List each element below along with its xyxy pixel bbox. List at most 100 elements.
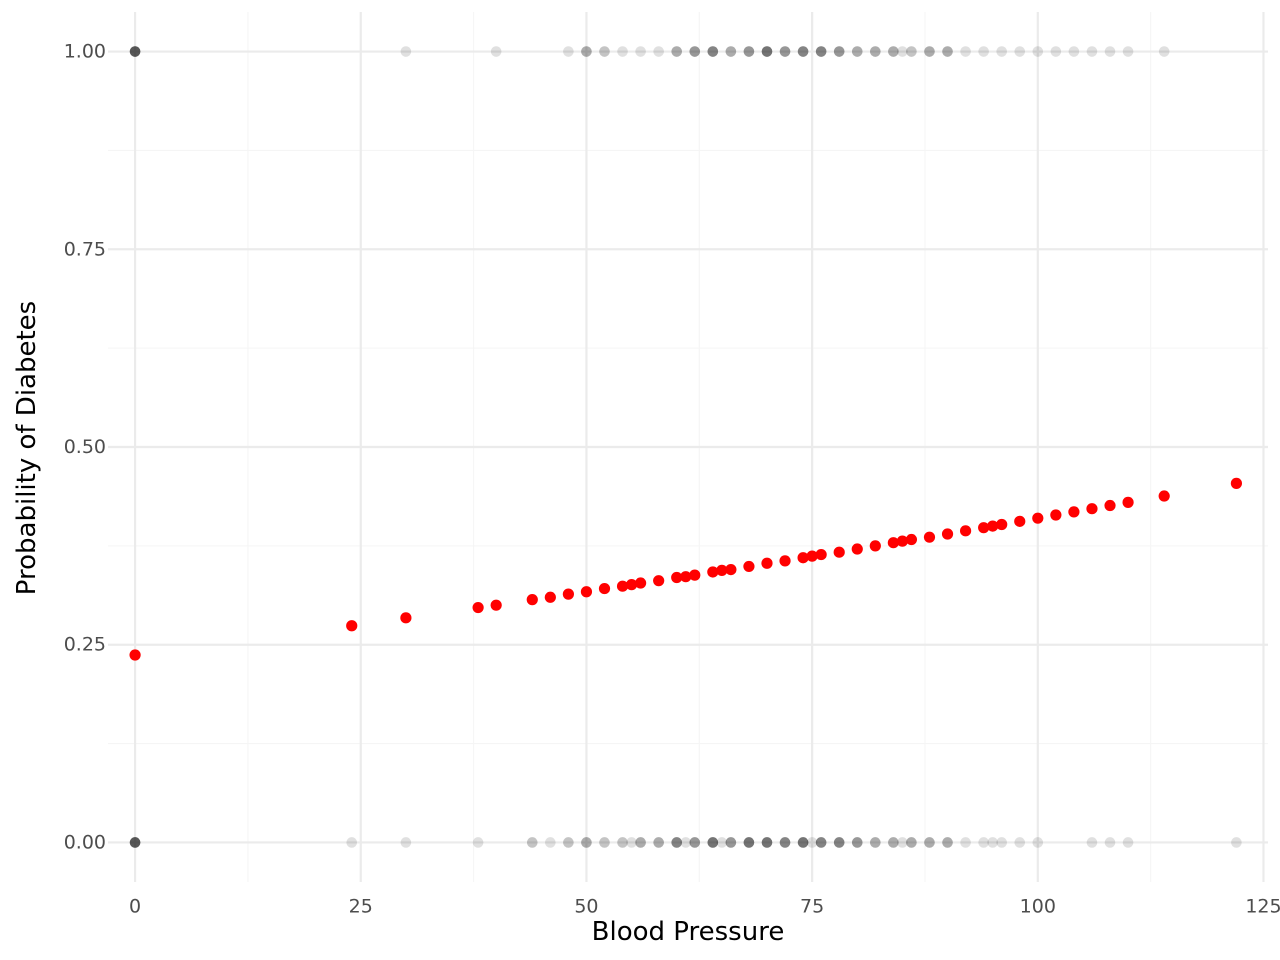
- predicted-point: [887, 537, 899, 549]
- y-tick-label: 0.75: [64, 238, 106, 260]
- observed-point: [851, 837, 863, 848]
- observed-point: [833, 46, 845, 57]
- observed-point: [129, 837, 141, 848]
- predicted-point: [1158, 490, 1170, 502]
- predicted-point: [490, 599, 502, 611]
- observed-point: [1231, 837, 1242, 848]
- observed-point: [707, 46, 719, 57]
- observed-point: [129, 837, 141, 848]
- observed-point: [707, 837, 719, 848]
- observed-point: [653, 837, 664, 848]
- observed-points: [129, 46, 1242, 848]
- observed-point: [942, 46, 953, 57]
- predicted-point: [1068, 506, 1080, 518]
- x-axis-title: Blood Pressure: [592, 917, 785, 947]
- observed-point: [707, 46, 719, 57]
- predicted-point: [346, 620, 358, 632]
- observed-point: [599, 837, 610, 848]
- predicted-point: [472, 601, 484, 614]
- y-tick-labels: 0.00 0.25 0.50 0.75 1.00: [64, 41, 106, 854]
- observed-point: [526, 837, 538, 848]
- observed-point: [815, 837, 827, 848]
- observed-point: [906, 837, 917, 848]
- observed-point: [888, 837, 899, 848]
- predicted-point: [653, 575, 665, 587]
- major-grid: [108, 12, 1268, 882]
- observed-point: [897, 837, 908, 848]
- observed-point: [689, 837, 701, 848]
- observed-point: [725, 837, 737, 848]
- observed-point: [833, 837, 845, 848]
- observed-point: [996, 837, 1007, 848]
- observed-point: [490, 46, 502, 57]
- observed-point: [924, 837, 935, 848]
- observed-point: [1086, 837, 1098, 848]
- observed-point: [870, 46, 881, 57]
- observed-point: [906, 837, 917, 848]
- observed-point: [545, 837, 556, 848]
- observed-point: [797, 46, 809, 57]
- observed-point: [129, 837, 141, 848]
- predicted-point: [761, 557, 773, 569]
- observed-point: [761, 837, 773, 848]
- predicted-point: [1230, 477, 1243, 489]
- observed-point: [761, 837, 773, 848]
- predicted-point: [598, 582, 611, 595]
- observed-point: [942, 46, 953, 57]
- observed-point: [129, 46, 141, 57]
- observed-point: [581, 837, 592, 848]
- y-axis-title: Probability of Diabetes: [12, 301, 42, 595]
- predicted-point: [544, 591, 556, 603]
- observed-point: [743, 46, 755, 57]
- observed-point: [689, 46, 701, 57]
- observed-point: [833, 837, 845, 848]
- observed-point: [129, 46, 141, 57]
- observed-point: [797, 837, 809, 848]
- observed-point: [815, 837, 827, 848]
- observed-point: [779, 837, 791, 848]
- y-tick-label: 0.00: [64, 831, 106, 853]
- predicted-point: [959, 525, 972, 537]
- observed-point: [815, 46, 827, 57]
- observed-point: [851, 837, 863, 848]
- observed-point: [906, 46, 917, 57]
- observed-point: [716, 837, 728, 848]
- observed-point: [707, 837, 719, 848]
- observed-point: [978, 46, 989, 57]
- observed-point: [653, 837, 664, 848]
- observed-point: [743, 46, 755, 57]
- observed-point: [599, 46, 610, 57]
- predicted-point: [689, 569, 701, 581]
- observed-point: [942, 837, 953, 848]
- predicted-point: [996, 518, 1008, 531]
- predicted-point: [1032, 512, 1044, 524]
- observed-point: [129, 46, 141, 57]
- observed-point: [680, 837, 692, 848]
- predicted-point: [129, 649, 141, 661]
- observed-point: [851, 46, 863, 57]
- observed-point: [906, 46, 917, 57]
- observed-point: [779, 46, 791, 57]
- predicted-point: [941, 528, 954, 540]
- observed-point: [635, 46, 646, 57]
- observed-point: [581, 46, 592, 57]
- observed-point: [1032, 837, 1044, 848]
- predicted-point: [635, 577, 647, 589]
- observed-point: [761, 837, 773, 848]
- observed-point: [761, 46, 773, 57]
- predicted-point: [680, 571, 692, 583]
- predicted-point: [1050, 509, 1062, 521]
- observed-point: [815, 46, 827, 57]
- observed-point: [400, 46, 412, 57]
- observed-point: [129, 837, 141, 848]
- observed-point: [761, 46, 773, 57]
- observed-point: [725, 837, 737, 848]
- predicted-point: [833, 546, 845, 558]
- observed-point: [779, 46, 791, 57]
- observed-point: [707, 837, 719, 848]
- observed-point: [617, 837, 628, 848]
- y-tick-label: 1.00: [64, 41, 106, 63]
- observed-point: [743, 46, 755, 57]
- observed-point: [779, 837, 791, 848]
